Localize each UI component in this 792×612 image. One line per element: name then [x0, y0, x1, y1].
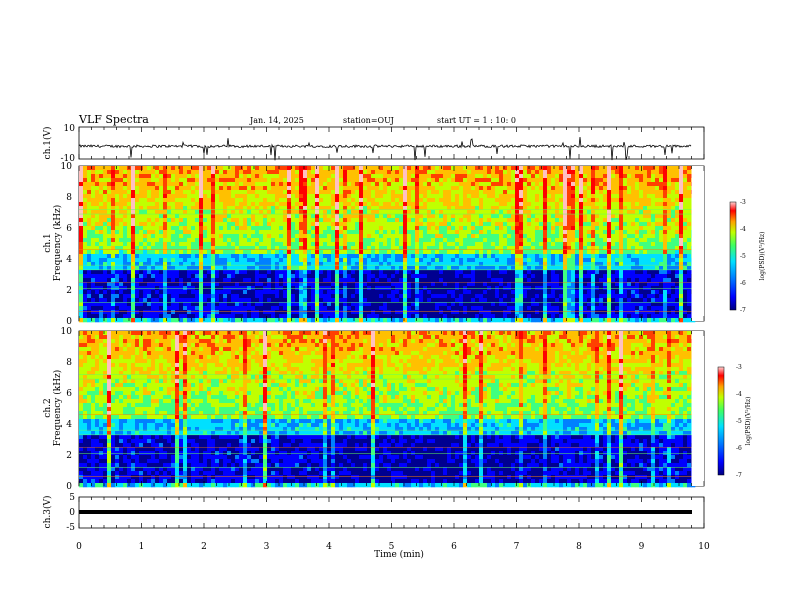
ch2-freq-tick-6: 6	[66, 389, 72, 399]
start-time-label: start UT = 1 : 10: 0	[437, 116, 516, 125]
ch1-freq-tick-2: 2	[66, 286, 72, 296]
ch1-cbar-tick-m3: -3	[740, 199, 746, 206]
ch2-spectrogram-ylabel: ch.2Frequency (kHz)	[43, 370, 63, 447]
date-label: Jan. 14, 2025	[249, 116, 304, 125]
ch2-colorbar-label: log(PSD)(V²/Hz)	[745, 397, 752, 446]
ch2-cbar-tick-m6: -6	[736, 445, 742, 452]
time-tick-label: 1	[139, 542, 145, 552]
ch1-spectrogram-ylabel: ch.1Frequency (kHz)	[43, 205, 63, 282]
time-tick-label: 6	[451, 542, 457, 552]
ch2-freq-tick-4: 4	[66, 420, 72, 430]
ch1-cbar-tick-m6: -6	[740, 280, 746, 287]
ch1-waveform-ylabel: ch.1(V)	[42, 127, 53, 160]
ch1-cbar-tick-m5: -5	[740, 253, 746, 260]
ch1-ytick-bottom: -10	[61, 154, 76, 164]
ch2-freq-tick-8: 8	[66, 358, 72, 368]
ch1-freq-tick-10: 10	[61, 162, 73, 172]
ch2-cbar-tick-m5: -5	[736, 418, 742, 425]
ch1-freq-tick-8: 8	[66, 193, 72, 203]
time-axis-title: Time (min)	[374, 549, 424, 560]
ch3-ytick-bottom: -5	[66, 523, 75, 533]
time-tick-label: 8	[576, 542, 582, 552]
ch1-spectrogram-image	[79, 166, 704, 323]
time-tick-label: 7	[514, 542, 520, 552]
time-axis-labels: 0 1 2 3 4 5 6 7 8 9 10	[76, 542, 710, 552]
ch1-ytick-top: 10	[64, 124, 76, 134]
ch1-freq-tick-0: 0	[66, 317, 72, 327]
time-tick-label: 3	[264, 542, 270, 552]
ch2-cbar-tick-m7: -7	[736, 472, 742, 479]
station-label: station=OUJ	[343, 116, 394, 125]
ch1-colorbar: -3 -4 -5 -6 -7 log(PSD)(V²/Hz)	[729, 199, 766, 314]
time-tick-label: 5	[389, 542, 395, 552]
ch2-freq-tick-2: 2	[66, 451, 72, 461]
ch1-freq-tick-4: 4	[66, 255, 72, 265]
ch1-freq-tick-6: 6	[66, 224, 72, 234]
ch1-colorbar-label: log(PSD)(V²/Hz)	[759, 232, 766, 281]
time-tick-label: 0	[76, 542, 82, 552]
ch1-cbar-tick-m7: -7	[740, 307, 746, 314]
ch1-waveform-panel: 10 -10 ch.1(V)	[42, 124, 705, 164]
ch1-waveform-line	[78, 137, 692, 161]
ch2-freq-tick-0: 0	[66, 482, 72, 492]
ch3-ytick-top: 5	[69, 493, 75, 503]
ch2-colorbar: -3 -4 -5 -6 -7 log(PSD)(V²/Hz)	[717, 364, 752, 479]
ch1-cbar-tick-m4: -4	[740, 226, 746, 233]
time-tick-label: 4	[326, 542, 332, 552]
time-axis-ticks	[78, 127, 705, 528]
ch2-spectrogram-panel: 0 2 4 6 8 10 ch.2Frequency (kHz)	[43, 327, 705, 492]
ch2-cbar-tick-m3: -3	[736, 364, 742, 371]
ch3-waveform-ylabel: ch.3(V)	[42, 496, 53, 529]
ch3-ytick-mid: 0	[69, 508, 75, 518]
ch3-waveform-panel: 5 0 -5 ch.3(V)	[42, 493, 705, 533]
figure-title: VLF Spectra	[78, 113, 149, 126]
time-tick-label: 10	[698, 542, 710, 552]
time-tick-label: 9	[639, 542, 645, 552]
ch2-spectrogram-image	[79, 331, 704, 488]
ch1-spectrogram-panel: 0 2 4 6 8 10 ch.1Frequency (kHz)	[43, 162, 705, 327]
time-tick-label: 2	[201, 542, 207, 552]
ch2-freq-tick-10: 10	[61, 327, 73, 337]
ch2-cbar-tick-m4: -4	[736, 391, 742, 398]
